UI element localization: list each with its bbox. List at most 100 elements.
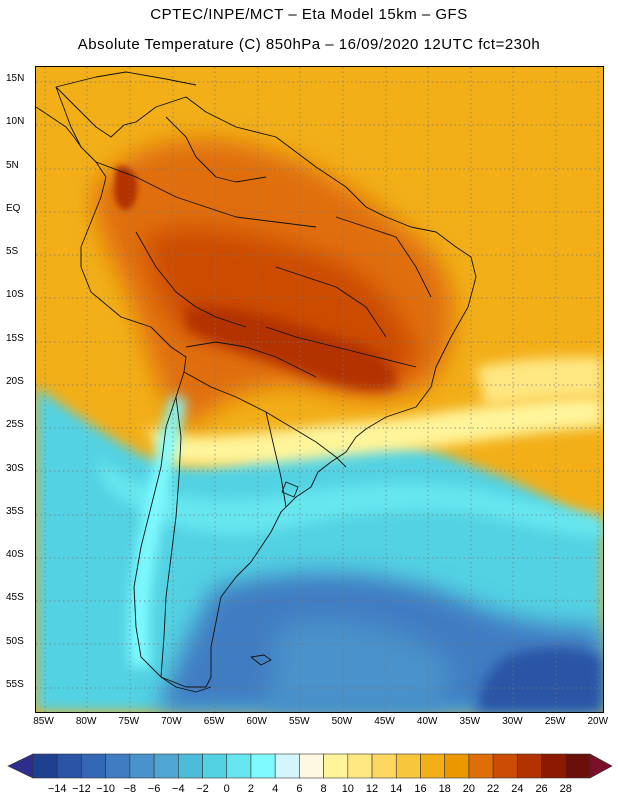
border-7 <box>315 441 347 468</box>
latitude-label: 50S <box>6 635 24 647</box>
border-10 <box>275 266 387 338</box>
colorbar-swatch <box>178 753 203 779</box>
colorbar-swatch <box>347 753 373 779</box>
colorbar-swatch <box>56 753 82 779</box>
andes-cold-strip <box>129 397 186 667</box>
colorbar-label: 24 <box>511 783 524 795</box>
grid-lines <box>36 67 603 712</box>
cold-zone-southeast <box>266 619 456 712</box>
coastlines-and-borders <box>36 71 477 693</box>
colorbar-label: −2 <box>196 783 209 795</box>
colorbar-label: 28 <box>559 783 572 795</box>
transition-pale <box>146 397 603 466</box>
border-9 <box>335 216 432 298</box>
latitude-label: 15N <box>6 72 25 84</box>
border-1 <box>95 161 317 228</box>
longitude-label: 20W <box>587 716 609 727</box>
colorbar-swatch <box>202 753 228 779</box>
colorbar-label: −14 <box>47 783 67 795</box>
colorbar-label: 22 <box>487 783 500 795</box>
longitude-label: 75W <box>118 716 140 727</box>
colorbar-swatch <box>81 753 106 779</box>
colorbar-swatch <box>129 753 155 779</box>
border-2 <box>165 116 267 183</box>
border-8 <box>160 396 182 678</box>
colorbar-swatch <box>299 753 324 779</box>
map-canvas <box>36 67 603 712</box>
colorbar-label: −12 <box>72 783 91 795</box>
colorbar-swatch <box>395 753 421 779</box>
colorbar-swatch <box>541 753 567 779</box>
colorbar-swatch <box>444 753 470 779</box>
colorbar-label: 8 <box>320 783 327 795</box>
colorbar-swatch <box>468 753 494 779</box>
colorbar-label: 14 <box>390 783 403 795</box>
falklands-outline <box>250 654 272 666</box>
title-line-1: CPTEC/INPE/MCT – Eta Model 15km – GFS <box>150 6 468 23</box>
colorbar-label: 18 <box>438 783 451 795</box>
latitude-label: 15S <box>6 332 24 344</box>
colorbar-swatch <box>274 753 300 779</box>
colorbar-label: 0 <box>223 783 230 795</box>
latitude-label: 55S <box>6 679 24 691</box>
border-3 <box>135 231 247 328</box>
longitude-label: 70W <box>161 716 182 727</box>
colorbar-label: 6 <box>296 783 303 795</box>
colorbar-swatch <box>565 753 591 779</box>
colorbar-label: 2 <box>247 783 255 795</box>
central-america-outline <box>36 106 82 148</box>
longitude-label: 30W <box>502 716 523 727</box>
cold-zone-light-cyan <box>96 457 603 537</box>
colorbar-label: 4 <box>272 783 279 795</box>
colorbar-swatch <box>323 753 349 779</box>
colorbar-label: −4 <box>172 783 185 795</box>
border-6 <box>265 411 287 508</box>
colorbar-label: 16 <box>414 783 427 795</box>
longitude-label: 50W <box>331 716 353 727</box>
border-5 <box>183 371 317 443</box>
colorbar-swatch <box>371 753 397 779</box>
latitude-label: 25S <box>6 419 24 431</box>
longitude-label: 65W <box>203 716 225 727</box>
colorbar-swatch <box>105 753 131 779</box>
colorbar-high-arrow <box>589 753 613 779</box>
longitude-label: 85W <box>33 716 54 727</box>
colorbar-label: −6 <box>147 783 161 795</box>
latitude-label: 10N <box>6 116 25 128</box>
latitude-label: 5N <box>6 159 19 171</box>
hot-spot-andes <box>114 166 138 210</box>
lagoa-outline <box>281 481 299 498</box>
longitude-label: 80W <box>75 716 97 727</box>
latitude-label: 5S <box>6 246 19 258</box>
colorbar-label: 20 <box>462 783 476 795</box>
latitude-label: 10S <box>6 289 24 301</box>
cold-zone-deep-blue <box>476 647 603 712</box>
longitude-label: 60W <box>246 716 267 727</box>
transition-yellow <box>476 357 603 407</box>
title-line-2: Absolute Temperature (C) 850hPa – 16/09/… <box>77 36 541 53</box>
border-11 <box>265 326 417 368</box>
tierra-del-fuego-outline <box>160 676 212 693</box>
colorbar-label: −10 <box>96 783 115 795</box>
colorbar-swatch <box>226 753 252 779</box>
colorbar-label: −8 <box>123 783 137 795</box>
temperature-map[interactable] <box>35 66 604 713</box>
latitude-label: 20S <box>6 376 24 387</box>
colorbar <box>7 753 613 779</box>
longitude-label: 40W <box>416 716 438 727</box>
longitude-label: 35W <box>459 716 481 727</box>
latitude-label: EQ <box>6 202 21 214</box>
south-america-outline <box>55 86 477 688</box>
latitude-label: 30S <box>6 462 24 474</box>
hot-zone-core <box>186 306 397 391</box>
latitude-label: 35S <box>6 505 24 517</box>
latitude-label: 40S <box>6 549 24 561</box>
colorbar-swatch <box>250 753 276 779</box>
colorbar-low-arrow <box>7 753 34 779</box>
colorbar-swatch <box>492 753 518 779</box>
latitude-label: 45S <box>6 592 24 604</box>
colorbar-swatch <box>32 753 58 779</box>
colorbar-label: 12 <box>365 783 379 795</box>
longitude-label: 25W <box>544 716 566 727</box>
colorbar-swatch <box>420 753 445 779</box>
